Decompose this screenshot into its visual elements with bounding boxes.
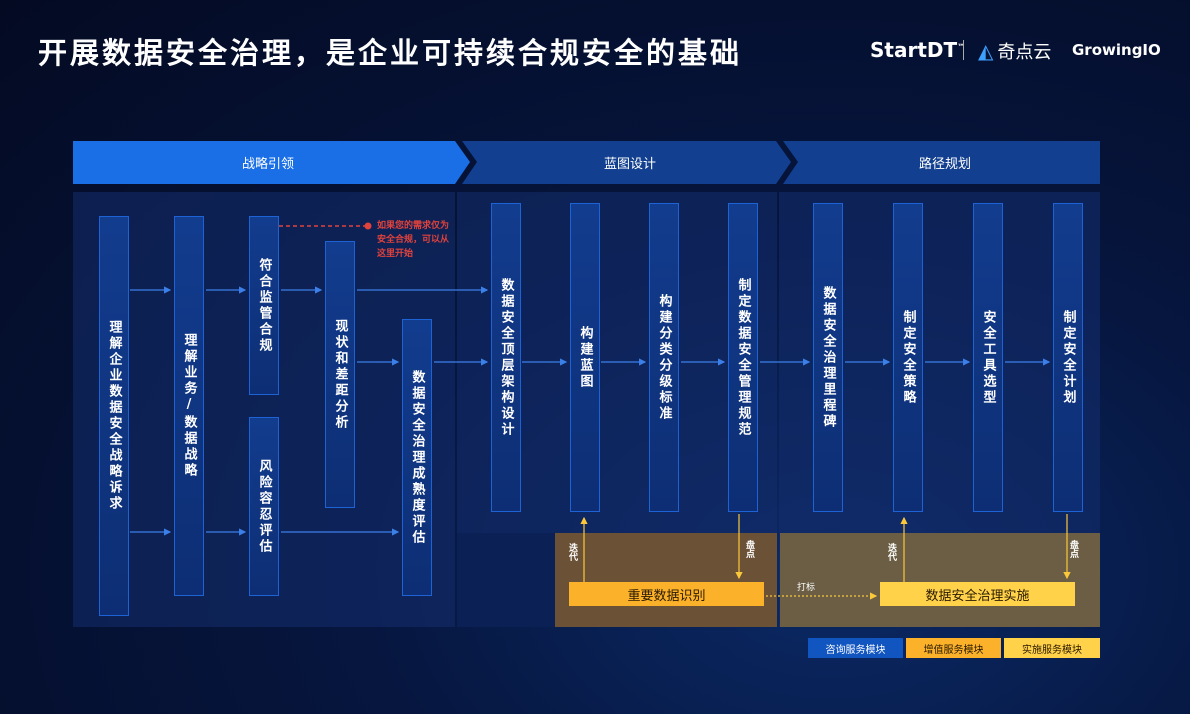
step-milestones: 数据安全治理里程碑 [813, 203, 843, 512]
page-title: 开展数据安全治理，是企业可持续合规安全的基础 [38, 36, 743, 70]
iterate-label: 迭代 [886, 543, 896, 561]
inventory-label: 盘点 [744, 540, 754, 558]
startdt-logo: StartDT™ [870, 38, 966, 62]
step-security-plan: 制定安全计划 [1053, 203, 1083, 512]
step-gap-analysis: 现状和差距分析 [325, 241, 355, 508]
inventory-label: 盘点 [1068, 540, 1078, 558]
step-business-strategy: 理解业务/数据战略 [174, 216, 204, 596]
implementation-zone [780, 533, 1100, 627]
phase-blueprint: 蓝图设计 [603, 157, 656, 172]
spacer [457, 533, 555, 627]
step-compliance: 符合监管合规 [249, 216, 279, 395]
phase-roadmap: 路径规划 [918, 157, 971, 172]
phase-strategy: 战略引领 [241, 157, 294, 172]
growingio-logo: GrowingIO [1072, 41, 1161, 59]
qidianyun-logo: ◭ 奇点云 [978, 39, 1052, 63]
iterate-label: 迭代 [567, 543, 577, 561]
step-management-rules: 制定数据安全管理规范 [728, 203, 758, 512]
step-tool-selection: 安全工具选型 [973, 203, 1003, 512]
divider [963, 40, 964, 60]
qidianyun-icon: ◭ [978, 39, 994, 63]
legend-value-added: 增值服务模块 [906, 638, 1001, 658]
step-enterprise-strategy: 理解企业数据安全战略诉求 [99, 216, 129, 616]
tagging-label: 打标 [797, 583, 816, 593]
step-maturity-assessment: 数据安全治理成熟度评估 [402, 319, 432, 596]
compliance-note: 如果您的需求仅为安全合规，可以从这里开始 [377, 221, 450, 259]
important-data-identification: 重要数据识别 [569, 582, 764, 606]
governance-implementation: 数据安全治理实施 [880, 582, 1075, 606]
value-added-zone [555, 533, 777, 627]
step-blueprint: 构建蓝图 [570, 203, 600, 512]
legend-implementation: 实施服务模块 [1004, 638, 1100, 658]
step-risk-tolerance: 风险容忍评估 [249, 417, 279, 596]
step-security-policy: 制定安全策略 [893, 203, 923, 512]
step-classification: 构建分类分级标准 [649, 203, 679, 512]
legend-consulting: 咨询服务模块 [808, 638, 903, 658]
step-architecture: 数据安全顶层架构设计 [491, 203, 521, 512]
